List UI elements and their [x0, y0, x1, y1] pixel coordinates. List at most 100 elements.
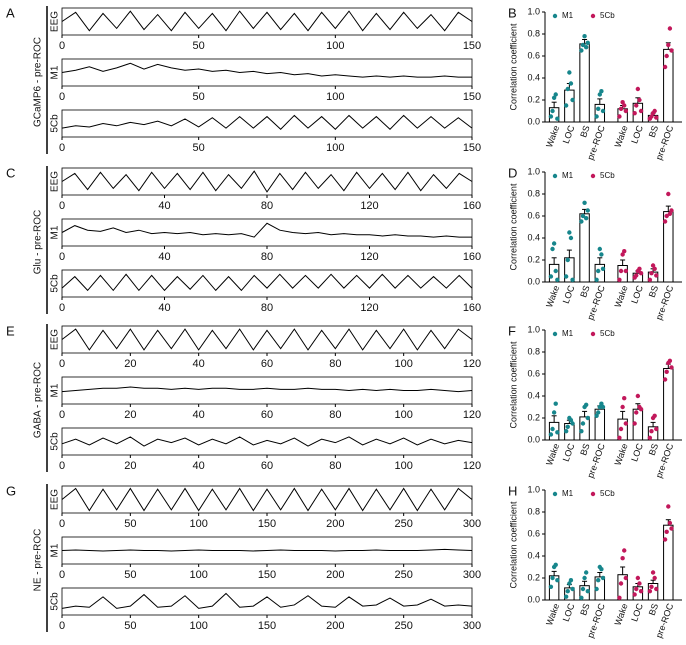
y-tick-label: 0.0 [527, 116, 540, 126]
legend-label: M1 [562, 171, 574, 180]
data-point [600, 575, 606, 581]
x-tick-label: 100 [326, 142, 344, 154]
data-point [623, 268, 629, 274]
y-axis-label: Glu - pre-ROC [33, 210, 44, 274]
data-point [618, 268, 624, 274]
x-tick-label: LOC [561, 284, 577, 305]
data-point [667, 358, 673, 363]
data-point [596, 410, 601, 415]
x-tick-label: BS [578, 602, 592, 617]
data-point [553, 562, 558, 567]
trace-label: EEG [50, 11, 61, 32]
y-axis-label: Correlation coefficient [508, 341, 518, 428]
y-tick-label: 0.2 [527, 94, 540, 104]
x-tick-label: 80 [329, 460, 341, 472]
x-tick-label: 40 [193, 460, 205, 472]
x-tick-label: 0 [59, 200, 65, 212]
data-point [563, 103, 569, 108]
x-tick-label: BS [578, 124, 592, 139]
x-tick-label: 100 [189, 569, 207, 581]
data-point [666, 504, 671, 509]
trace-label: 5Cb [50, 274, 61, 293]
trace [61, 114, 473, 130]
x-tick-label: 80 [261, 302, 273, 314]
trace-label: M1 [50, 383, 61, 397]
legend-dot [552, 173, 558, 179]
x-tick-label: LOC [629, 284, 645, 305]
data-point [638, 108, 644, 114]
data-point [664, 213, 669, 219]
trace [61, 386, 473, 393]
data-point [638, 407, 644, 412]
data-point [635, 575, 641, 581]
data-point [664, 53, 669, 59]
data-point [580, 213, 586, 219]
x-tick-label: 120 [463, 409, 481, 421]
data-point [662, 377, 668, 382]
data-point [667, 211, 673, 216]
data-point [637, 581, 642, 586]
data-point [585, 589, 590, 594]
data-point [565, 424, 570, 429]
x-tick-label: 160 [463, 251, 481, 263]
x-tick-label: 80 [329, 358, 341, 370]
trace-label: EEG [50, 171, 61, 192]
y-axis-label: GABA - pre-ROC [33, 362, 44, 438]
data-point [596, 106, 601, 112]
data-point [649, 271, 654, 276]
data-point [669, 48, 674, 53]
x-tick-label: Wake [544, 124, 561, 149]
x-tick-label: BS [647, 442, 661, 457]
data-point [667, 26, 673, 31]
data-point [617, 595, 622, 600]
data-point [649, 584, 654, 589]
data-point [623, 108, 629, 114]
y-tick-label: 0.0 [527, 434, 540, 444]
data-point [570, 97, 575, 103]
panel-letter: G [6, 483, 16, 498]
y-tick-label: 1.0 [527, 324, 540, 334]
data-point [550, 108, 555, 114]
data-point [647, 435, 653, 440]
trace [61, 436, 473, 447]
data-point [563, 274, 569, 279]
x-tick-label: 80 [329, 409, 341, 421]
x-tick-label: BS [647, 284, 661, 299]
x-tick-label: 160 [463, 200, 481, 212]
x-tick-label: 20 [124, 409, 136, 421]
data-point [570, 421, 575, 426]
data-point [647, 277, 653, 282]
data-point [596, 578, 601, 583]
x-tick-label: 40 [193, 358, 205, 370]
panel-letter: H [508, 483, 517, 498]
legend-label: 5Cb [600, 489, 615, 498]
data-point [548, 274, 554, 279]
data-point [580, 42, 586, 48]
x-tick-label: 120 [463, 460, 481, 472]
data-point [623, 421, 629, 426]
data-point [666, 191, 671, 197]
y-tick-label: 0.4 [527, 390, 540, 400]
data-point [618, 581, 624, 586]
data-point [649, 429, 654, 434]
trace [61, 328, 473, 351]
bar [594, 103, 606, 123]
x-tick-label: 250 [394, 518, 412, 530]
data-point [579, 48, 584, 53]
legend-dot [552, 331, 558, 337]
data-point [652, 413, 657, 418]
data-point [649, 114, 654, 119]
trace-label: M1 [50, 65, 61, 79]
data-point [597, 92, 602, 97]
x-tick-label: 0 [59, 409, 65, 421]
data-point [634, 410, 639, 415]
data-point [669, 526, 674, 531]
y-tick-label: 0.4 [527, 550, 540, 560]
data-point [570, 586, 575, 592]
x-tick-label: 200 [326, 620, 344, 632]
data-point [567, 581, 572, 586]
data-point [548, 584, 554, 589]
x-tick-label: LOC [629, 602, 645, 623]
data-point [585, 40, 590, 45]
x-tick-label: 150 [258, 620, 276, 632]
